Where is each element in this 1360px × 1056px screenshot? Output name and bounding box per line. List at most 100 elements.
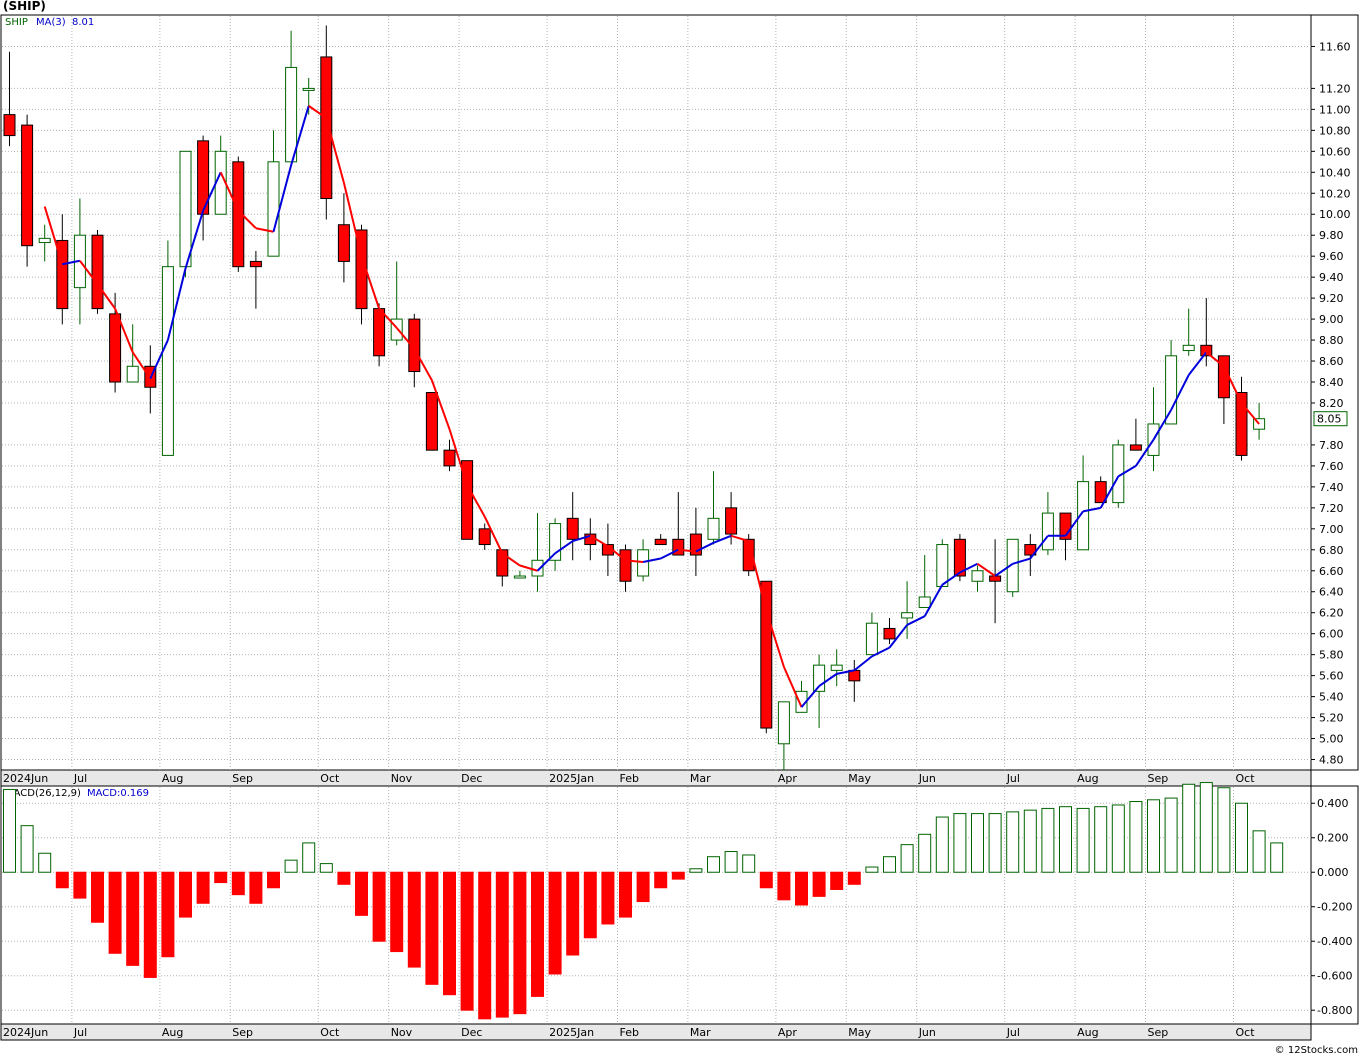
price-tick-label: 5.20 [1319,712,1344,725]
candle-body-up [390,318,403,341]
ma-line-segment [430,379,451,430]
macd-bar-negative [548,871,562,975]
candle-body-up [936,544,949,587]
macd-bar-negative [619,871,632,918]
candle-body-down [337,224,350,262]
ma-line-segment [342,182,363,257]
candle-body-down [566,517,579,540]
price-tick-label: 9.40 [1319,271,1344,284]
candle-body-down [883,627,896,640]
price-month-label: Sep [1148,772,1169,785]
ma-line-segment [1099,475,1120,509]
macd-date-axis [0,1023,1312,1041]
macd-bar-negative [812,871,826,897]
candle-body-down [21,124,34,247]
ma-line-segment [1082,506,1101,513]
candle-body-down [425,392,438,451]
ma-line-segment [202,171,222,212]
price-legend-symbol: SHIP [5,17,28,28]
ma-line-segment [413,348,433,381]
price-tick-label: 8.40 [1319,376,1344,389]
price-month-label: Jul [73,772,87,785]
macd-bar-positive [865,866,879,873]
price-month-label: Feb [620,772,639,785]
macd-bar-negative [513,871,527,1015]
macd-bar-positive [1217,787,1231,873]
candle-body-down [1235,392,1248,456]
candle-body-down [232,161,245,268]
price-month-label: Apr [778,772,798,785]
ma-line-segment [43,206,64,265]
ma-line-segment [219,171,240,212]
macd-bar-positive [319,863,333,873]
ma-line-segment [237,210,257,229]
candle-body-down [1024,544,1037,556]
candle-body-up [285,66,298,163]
macd-bar-positive [918,833,932,873]
macd-bar-positive [1059,806,1072,873]
macd-bar-negative [425,871,439,985]
price-month-label: Mar [690,772,711,785]
macd-legend-value: MACD:0.169 [87,788,149,799]
candle-body-up [918,596,931,608]
candle-body-down [249,260,262,268]
macd-bar-negative [231,871,245,896]
macd-bar-positive [900,844,914,873]
ma-line-segment [1029,535,1049,560]
candle-body-up [38,237,51,244]
ma-line-segment [1240,402,1260,425]
candle-body-up [302,87,315,91]
ma-line-segment [871,646,890,658]
macd-bar-negative [443,871,456,996]
candle-body-down [478,528,491,546]
price-tick-label: 10.20 [1319,187,1351,200]
ma-line-segment [519,564,538,572]
candle-body-down [320,56,333,200]
candle-body-up [813,664,826,692]
macd-bar-positive [1270,842,1284,873]
macd-bar-positive [971,813,984,873]
candle-body-up [179,150,192,268]
macd-bar-negative [55,871,69,889]
macd-month-label: Dec [461,1026,482,1039]
macd-bar-negative [143,871,157,978]
macd-bar-positive [1041,807,1055,873]
macd-bar-positive [1094,806,1108,873]
macd-bar-positive [1235,802,1248,873]
candle-body-up [267,161,280,257]
candle-body-up [1041,512,1054,551]
macd-bar-negative [179,871,192,918]
macd-bar-positive [302,842,316,873]
macd-month-label: Oct [1236,1026,1256,1039]
macd-bar-negative [161,871,175,958]
candle-body-up [971,570,984,582]
candle-body-down [989,575,1002,582]
price-tick-label: 6.80 [1319,544,1344,557]
macd-bar-positive [1076,807,1090,873]
macd-bar-positive [689,868,703,873]
candle-body-down [672,538,685,556]
candle-body-down [584,533,597,546]
ma-line-segment [853,655,873,672]
macd-bar-negative [91,871,104,923]
macd-bar-negative [249,871,263,904]
macd-bar-negative [636,871,650,903]
candle-body-up [637,549,650,577]
macd-tick-label: 0.000 [1317,866,1349,879]
candle-body-down [91,234,104,310]
price-tick-label: 5.00 [1319,733,1344,746]
macd-bar-negative [478,871,492,1020]
price-month-label: Sep [232,772,253,785]
price-tick-label: 8.60 [1319,355,1344,368]
last-price-label: 8.05 [1317,413,1342,426]
ma-line-segment [1205,351,1225,368]
ma-line-segment [290,105,310,166]
candle-body-up [707,517,720,540]
price-month-label: 2024Jun [3,772,48,785]
price-tick-label: 6.40 [1319,586,1344,599]
ma-line-segment [695,541,714,553]
ma-line-segment [395,327,416,350]
candle-body-down [56,239,69,310]
macd-month-label: 2024Jun [3,1026,48,1039]
price-tick-label: 7.20 [1319,502,1344,515]
